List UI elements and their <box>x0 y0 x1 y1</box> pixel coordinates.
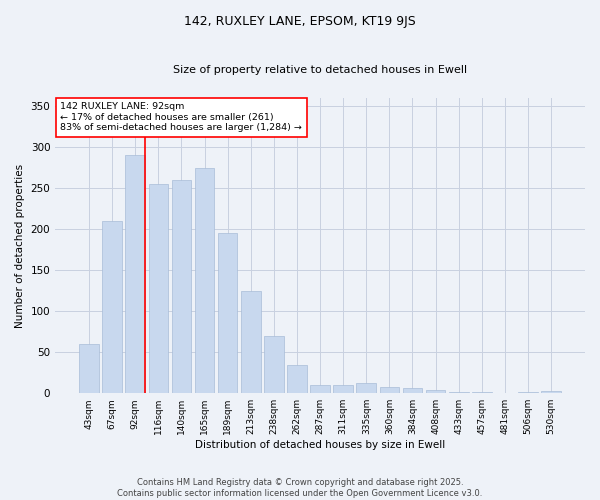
Bar <box>218 234 238 393</box>
X-axis label: Distribution of detached houses by size in Ewell: Distribution of detached houses by size … <box>195 440 445 450</box>
Bar <box>518 392 538 393</box>
Bar <box>172 180 191 393</box>
Bar <box>356 382 376 393</box>
Bar <box>380 386 399 393</box>
Bar <box>264 336 284 393</box>
Bar <box>472 392 491 393</box>
Bar <box>79 344 99 393</box>
Bar <box>103 221 122 393</box>
Bar <box>541 390 561 393</box>
Bar <box>287 364 307 393</box>
Text: Contains HM Land Registry data © Crown copyright and database right 2025.
Contai: Contains HM Land Registry data © Crown c… <box>118 478 482 498</box>
Bar <box>241 290 260 393</box>
Y-axis label: Number of detached properties: Number of detached properties <box>15 164 25 328</box>
Bar <box>195 168 214 393</box>
Bar <box>449 392 469 393</box>
Title: Size of property relative to detached houses in Ewell: Size of property relative to detached ho… <box>173 65 467 75</box>
Bar <box>403 388 422 393</box>
Bar <box>125 156 145 393</box>
Bar <box>310 385 330 393</box>
Text: 142 RUXLEY LANE: 92sqm
← 17% of detached houses are smaller (261)
83% of semi-de: 142 RUXLEY LANE: 92sqm ← 17% of detached… <box>61 102 302 132</box>
Bar <box>426 390 445 393</box>
Text: 142, RUXLEY LANE, EPSOM, KT19 9JS: 142, RUXLEY LANE, EPSOM, KT19 9JS <box>184 15 416 28</box>
Bar <box>334 385 353 393</box>
Bar <box>149 184 168 393</box>
